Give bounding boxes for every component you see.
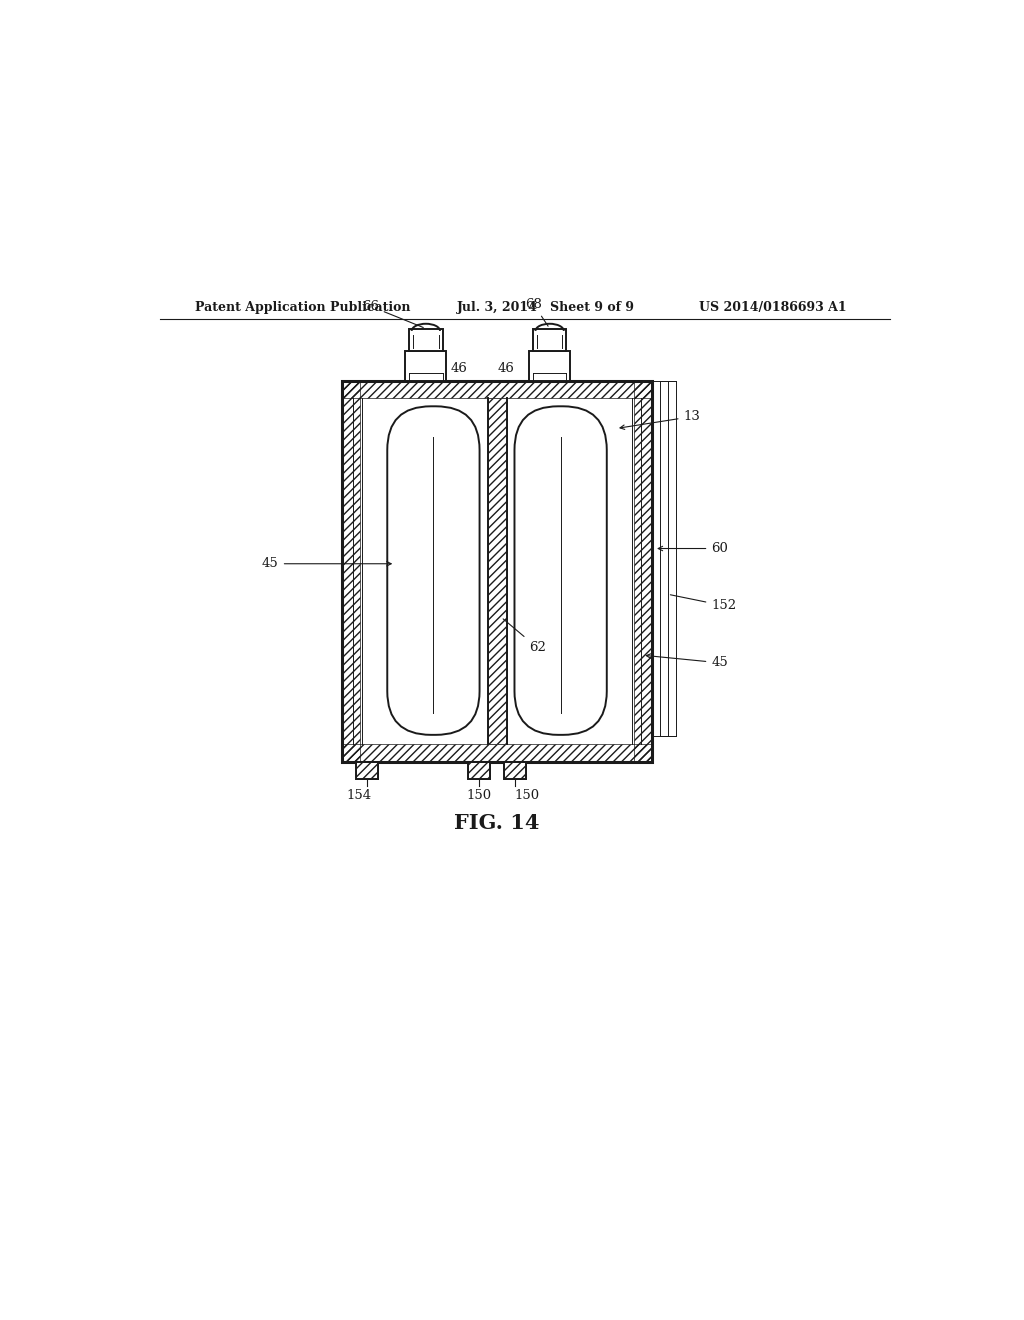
Text: 150: 150 xyxy=(514,789,540,801)
Text: US 2014/0186693 A1: US 2014/0186693 A1 xyxy=(699,301,847,314)
Text: 46: 46 xyxy=(498,363,514,375)
Bar xyxy=(468,762,490,779)
Text: 45: 45 xyxy=(646,653,728,669)
Text: Jul. 3, 2014   Sheet 9 of 9: Jul. 3, 2014 Sheet 9 of 9 xyxy=(458,301,635,314)
FancyBboxPatch shape xyxy=(387,407,479,735)
Bar xyxy=(532,329,566,351)
Bar xyxy=(529,351,570,381)
Text: 66: 66 xyxy=(361,300,423,327)
Bar xyxy=(410,329,442,351)
Bar xyxy=(342,744,652,762)
Bar xyxy=(634,381,652,762)
Text: FIG. 14: FIG. 14 xyxy=(455,813,540,833)
Text: 152: 152 xyxy=(671,595,736,612)
Bar xyxy=(468,762,490,779)
Bar xyxy=(356,762,378,779)
Text: 154: 154 xyxy=(346,789,372,801)
Text: Patent Application Publication: Patent Application Publication xyxy=(196,301,411,314)
Bar xyxy=(406,351,446,381)
Text: 45: 45 xyxy=(262,557,391,570)
Bar xyxy=(342,381,359,762)
Bar xyxy=(487,399,507,744)
Text: 60: 60 xyxy=(658,543,728,554)
FancyBboxPatch shape xyxy=(514,407,607,735)
Text: 13: 13 xyxy=(620,411,700,429)
Text: 150: 150 xyxy=(467,789,492,801)
Bar xyxy=(356,762,378,779)
Text: 62: 62 xyxy=(503,619,546,653)
Bar xyxy=(342,381,652,399)
Bar xyxy=(342,381,652,762)
Text: 46: 46 xyxy=(451,363,467,375)
Text: 68: 68 xyxy=(525,298,548,326)
Bar xyxy=(504,762,526,779)
Bar xyxy=(504,762,526,779)
